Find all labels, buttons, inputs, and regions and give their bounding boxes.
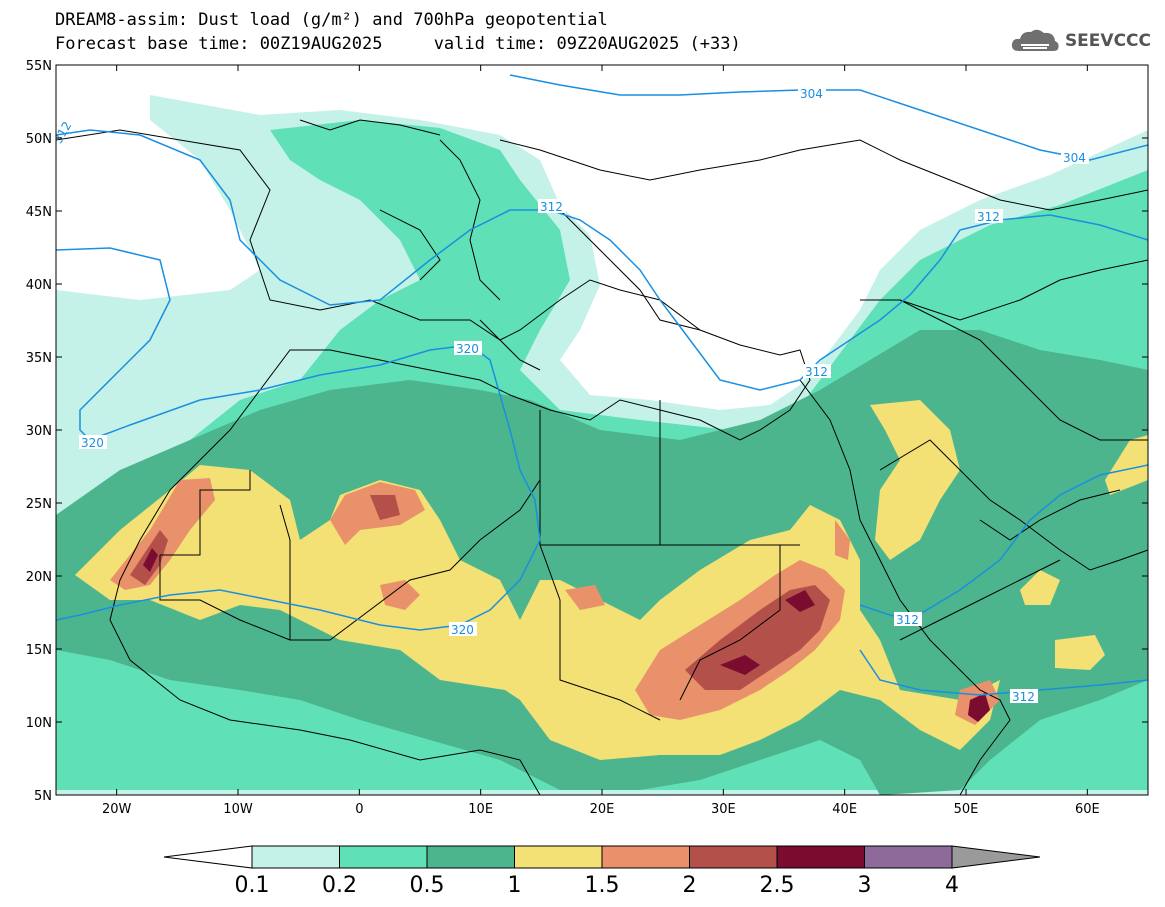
longitude-axis: 20W 10W 0 10E 20E 30E 40E 50E 60E bbox=[102, 65, 1100, 817]
colorbar-swatch bbox=[864, 845, 953, 869]
dust-layer-2 bbox=[370, 495, 400, 520]
map-title: DREAM8-assim: Dust load (g/m²) and 700hP… bbox=[55, 10, 608, 30]
lon-tick-label: 20W bbox=[102, 802, 132, 817]
dust-layer-1 bbox=[75, 465, 1000, 760]
lat-tick-label: 40N bbox=[26, 278, 52, 293]
contour-label: 312 bbox=[540, 200, 563, 214]
lon-tick-label: 20E bbox=[590, 802, 615, 817]
dust-layer-1-5 bbox=[835, 520, 850, 560]
colorbar-swatch bbox=[601, 845, 690, 869]
dust-layer-2-5 bbox=[968, 693, 990, 722]
dust-layer-2-5 bbox=[720, 655, 760, 675]
logo-text: SEEVCCC bbox=[1064, 31, 1151, 51]
dust-layer-1 bbox=[1020, 570, 1060, 605]
contour-label: 304 bbox=[800, 87, 823, 101]
contour-label: 320 bbox=[451, 623, 474, 637]
logo: SEEVCCC bbox=[1009, 26, 1151, 56]
contour-312-lower bbox=[859, 649, 1148, 696]
colorbar-swatch bbox=[251, 845, 340, 869]
lon-tick-label: 40E bbox=[832, 802, 857, 817]
dust-layer-2-5 bbox=[785, 590, 815, 612]
dust-layer-1-5 bbox=[565, 585, 605, 610]
colorbar-label: 4 bbox=[945, 873, 959, 898]
contour-label: 312 bbox=[1012, 690, 1035, 704]
colorbar-swatch bbox=[339, 845, 428, 869]
colorbar-swatch bbox=[689, 845, 778, 869]
lat-tick-label: 15N bbox=[26, 643, 52, 658]
lon-tick-label: 50E bbox=[954, 802, 979, 817]
colorbar-swatch bbox=[514, 845, 603, 869]
lat-tick-label: 20N bbox=[26, 570, 52, 585]
lon-tick-label: 0 bbox=[355, 802, 363, 817]
colorbar-swatch bbox=[426, 845, 515, 869]
contour-label: 312 bbox=[896, 613, 919, 627]
colorbar-label: 0.1 bbox=[235, 873, 270, 898]
map-subtitle: Forecast base time: 00Z19AUG2025 valid t… bbox=[55, 34, 741, 54]
lat-tick-label: 45N bbox=[26, 205, 52, 220]
geopotential-contours bbox=[56, 74, 1148, 696]
dust-layer-1 bbox=[870, 400, 960, 560]
contour-label: 312 bbox=[805, 365, 828, 379]
colorbar-arrow-low bbox=[163, 845, 253, 869]
lat-tick-label: 30N bbox=[26, 424, 52, 439]
lon-tick-label: 30E bbox=[711, 802, 736, 817]
contour-312-west bbox=[56, 129, 821, 391]
dust-layer-1 bbox=[1105, 435, 1148, 495]
contour-label: 304 bbox=[1063, 151, 1086, 165]
coastlines bbox=[56, 119, 1148, 795]
dust-layer-1-5 bbox=[380, 580, 420, 610]
lat-tick-label: 5N bbox=[34, 789, 52, 804]
contour-label: 320 bbox=[456, 342, 479, 356]
dust-layer-2 bbox=[685, 585, 830, 690]
dust-layer-1 bbox=[1055, 635, 1105, 670]
lat-tick-label: 25N bbox=[26, 497, 52, 512]
colorbar-arrow-high bbox=[951, 845, 1041, 869]
lon-tick-label: 10E bbox=[468, 802, 493, 817]
lon-tick-label: 60E bbox=[1075, 802, 1100, 817]
dust-field bbox=[56, 95, 1148, 795]
dust-layer-2-5 bbox=[143, 548, 158, 572]
colorbar-label: 1.5 bbox=[585, 873, 620, 898]
contour-304-north bbox=[509, 74, 1148, 161]
colorbar-label: 2.5 bbox=[760, 873, 795, 898]
colorbar-label: 3 bbox=[858, 873, 872, 898]
colorbar-label: 2 bbox=[683, 873, 697, 898]
lon-tick-label: 10W bbox=[223, 802, 253, 817]
lat-tick-label: 35N bbox=[26, 351, 52, 366]
cloud-logo-icon bbox=[1011, 29, 1059, 51]
latitude-axis: 55N 50N 45N 40N 35N 30N 25N 20N 15N 10N 5N bbox=[26, 59, 1148, 804]
colorbar-label: 1 bbox=[508, 873, 522, 898]
contour-320-west bbox=[56, 247, 541, 631]
colorbar: 0.1 0.2 0.5 1 1.5 2 2.5 3 4 bbox=[163, 845, 1041, 898]
colorbar-swatch bbox=[776, 845, 865, 869]
lat-tick-label: 10N bbox=[26, 716, 52, 731]
contour-312-east bbox=[819, 214, 1148, 361]
lat-tick-label: 50N bbox=[26, 132, 52, 147]
lat-tick-label: 55N bbox=[26, 59, 52, 74]
contour-label: 312 bbox=[977, 210, 1000, 224]
colorbar-label: 0.5 bbox=[410, 873, 445, 898]
contour-label: 320 bbox=[81, 436, 104, 450]
colorbar-label: 0.2 bbox=[322, 873, 357, 898]
map-plot-area: 304 304 312 312 320 320 312 312 320 312 … bbox=[56, 65, 1148, 795]
